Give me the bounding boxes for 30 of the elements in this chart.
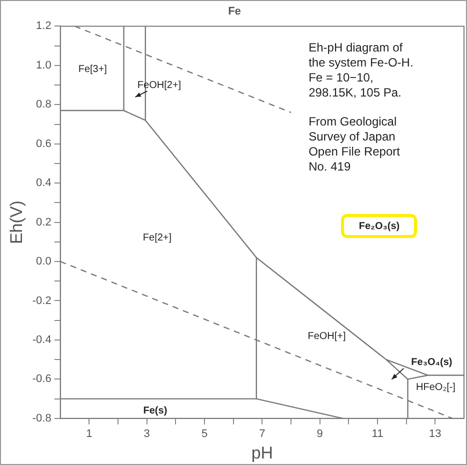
y-tick-label: 0.8 [36,98,52,111]
x-tick-label: 5 [201,428,208,440]
x-tick-label: 3 [144,428,150,440]
y-tick-label: 0.6 [36,138,52,150]
y-tick-label: -0.2 [32,294,52,307]
x-tick-label: 1 [86,428,92,440]
x-tick-label: 13 [429,428,442,440]
annotation: Fe[2+] [142,232,172,244]
x-tick-label: 9 [316,428,323,440]
y-axis-title: Eh(V) [6,200,26,244]
y-tick-label: 0.4 [36,177,52,190]
y-tick-label: 1.0 [36,59,52,72]
annotation: Fe₃O₄(s) [411,357,452,368]
annotation: Eh-pH diagram of the system Fe-O-H. Fe = 10−10, 298.15K, 105 Pa. [308,40,414,100]
y-tick-label: 0.2 [36,216,52,228]
y-tick-label: -0.8 [32,412,52,424]
annotation: HFeO₂[-] [416,382,456,393]
chart-title: Fe [228,6,241,18]
x-tick-label: 11 [372,428,384,440]
y-tick-label: -0.6 [32,373,52,386]
annotation: Fe[3+] [78,64,108,76]
y-tick-label: -0.4 [32,334,52,346]
x-tick-label: 7 [259,428,266,440]
x-axis-title: pH [251,443,274,462]
annotation: Fe(s) [143,405,168,416]
y-tick-label: 1.2 [36,20,52,32]
annotation: Fe₂O₃(s) [358,220,400,232]
annotation: FeOH[+] [308,330,346,342]
annotation: From Geological Survey of Japan Open File Report No. 419 [308,114,401,174]
y-tick-label: 0.0 [36,256,52,268]
